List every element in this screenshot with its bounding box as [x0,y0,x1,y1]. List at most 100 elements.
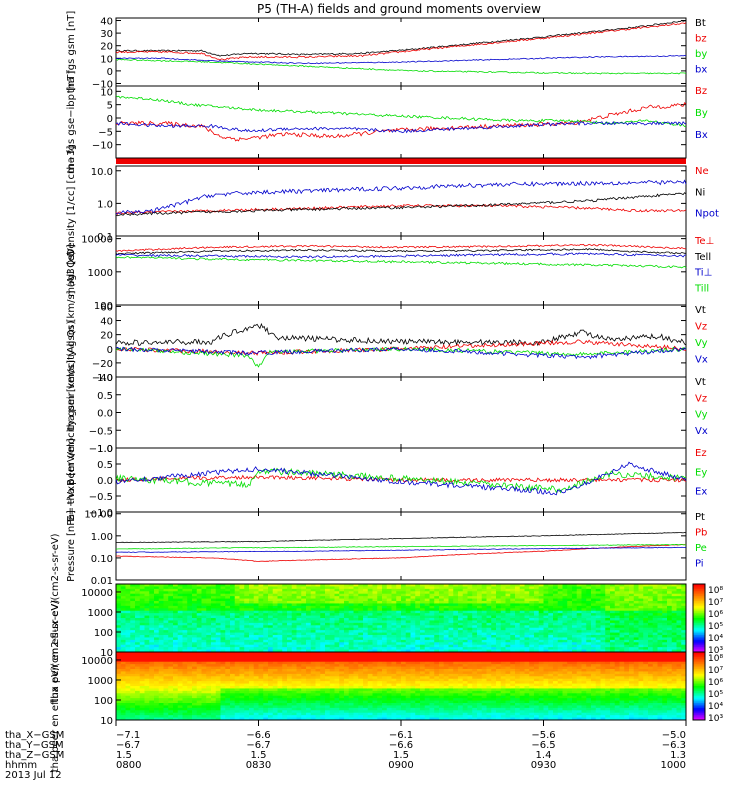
spectro-cell [377,613,383,617]
spectro-cell [543,642,549,646]
spectro-cell [610,601,616,604]
spectro-cell [120,627,126,631]
spectro-cell [287,676,293,680]
spectro-cell [158,661,164,665]
spectro-cell [439,637,445,641]
spectro-cell [196,605,202,609]
spectro-cell [538,588,544,592]
spectro-cell [125,605,131,609]
spectro-cell [177,690,183,694]
spectro-cell [296,671,302,675]
spectro-cell [168,671,174,675]
y-axis-label: E=−VxB [mV/m] [66,438,77,521]
spectro-cell [268,639,274,643]
colorbar-tick-label: 10⁷ [708,598,723,608]
spectro-cell [367,605,373,609]
spectro-cell [163,707,169,711]
spectro-cell [296,596,302,600]
spectro-cell [595,591,601,595]
spectro-cell [258,603,264,607]
spectro-cell [220,656,226,660]
spectro-cell [557,644,563,648]
spectro-cell [633,588,639,592]
spectro-cell [325,698,331,702]
spectro-cell [557,630,563,634]
spectro-cell [320,695,326,699]
spectro-cell [135,693,141,697]
spectro-cell [415,615,421,619]
spectro-cell [120,664,126,668]
spectro-cell [420,605,426,609]
colorbar-tick-label: 10⁶ [708,610,723,620]
spectro-cell [220,603,226,607]
spectro-cell [234,705,240,709]
spectro-cell [496,601,502,604]
spectro-cell [681,622,687,626]
spectro-cell [230,705,236,709]
legend-Te⊥: Te⊥ [694,236,714,247]
spectro-cell [206,688,212,692]
spectro-cell [220,707,226,711]
spectro-cell [329,688,335,692]
spectro-cell [196,642,202,646]
spectro-cell [681,598,687,602]
spectro-cell [192,661,198,665]
spectro-cell [125,584,131,587]
spectro-cell [211,644,217,648]
spectro-cell [372,591,378,595]
spectro-cell [163,710,169,714]
spectro-cell [215,693,221,697]
spectro-cell [329,598,335,602]
spectro-cell [258,700,264,704]
spectro-cell [334,620,340,624]
spectro-cell [334,666,340,670]
spectro-cell [415,637,421,641]
spectro-cell [277,681,283,685]
spectro-cell [491,596,497,600]
spectro-cell [605,622,611,626]
spectro-cell [320,698,326,702]
spectro-cell [206,642,212,646]
spectro-cell [263,652,269,655]
spectro-cell [529,601,535,604]
spectro-cell [120,593,126,597]
spectro-cell [163,712,169,716]
spectro-cell [462,620,468,624]
spectro-cell [595,615,601,619]
spectro-cell [586,625,592,629]
spectro-cell [348,618,354,621]
spectro-cell [206,588,212,592]
spectro-cell [481,588,487,592]
spectro-cell [344,642,350,646]
spectro-cell [196,700,202,704]
spectro-cell [211,659,217,663]
spectro-cell [396,647,402,651]
spectro-cell [206,605,212,609]
spectro-cell [291,591,297,595]
spectro-cell [448,639,454,643]
spectro-cell [339,644,345,648]
spectro-cell [519,620,525,624]
spectro-cell [358,598,364,602]
y-tick-label: 60 [100,302,113,313]
spectro-cell [272,618,278,621]
spectro-cell [367,627,373,631]
spectro-cell [177,608,183,612]
spectro-cell [296,639,302,643]
spectro-cell [306,598,312,602]
spectro-cell [339,603,345,607]
spectro-cell [154,615,160,619]
spectro-cell [624,647,630,651]
spectro-cell [510,618,516,621]
spectro-cell [258,698,264,702]
spectro-cell [448,630,454,634]
colorbar-cell [693,609,705,612]
spectro-cell [268,608,274,612]
spectro-cell [420,630,426,634]
spectro-cell [272,698,278,702]
spectro-cell [467,605,473,609]
spectro-cell [315,705,321,709]
spectro-cell [629,635,635,638]
spectro-cell [339,622,345,626]
spectro-cell [239,707,245,711]
